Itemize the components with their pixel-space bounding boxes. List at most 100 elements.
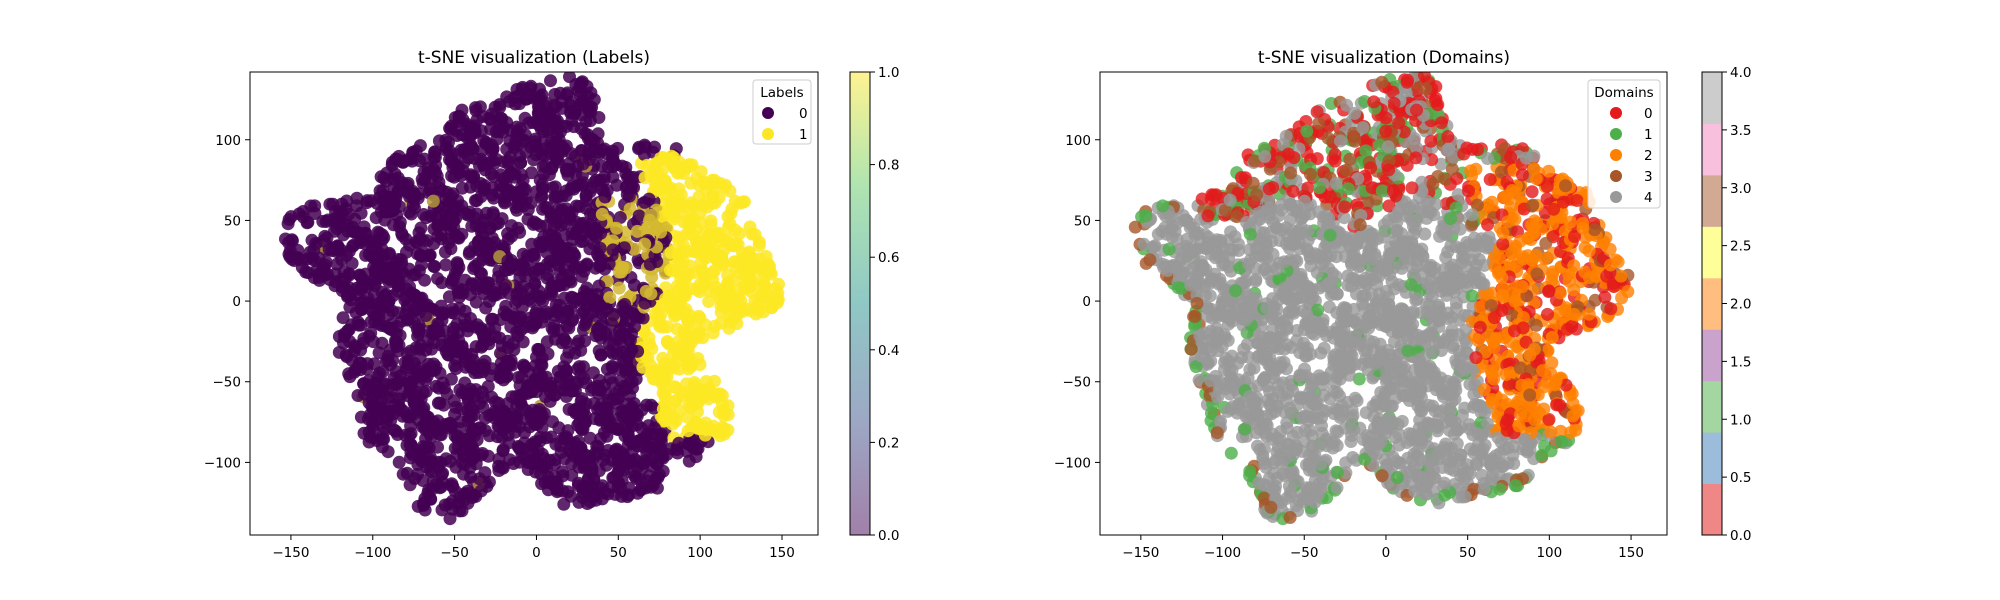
data-point: [690, 171, 704, 185]
data-point: [605, 317, 619, 331]
data-point: [476, 365, 490, 379]
data-point: [640, 428, 654, 442]
data-point: [565, 314, 579, 328]
y-tick-label: 0: [232, 294, 241, 310]
data-point: [638, 171, 652, 185]
data-point: [557, 497, 571, 511]
data-point: [564, 301, 578, 315]
data-point: [661, 205, 675, 219]
data-point: [297, 210, 310, 224]
data-point: [416, 234, 430, 248]
data-point: [1445, 162, 1459, 176]
data-point: [560, 88, 574, 102]
data-point: [626, 307, 640, 321]
data-point: [354, 318, 368, 332]
data-point: [363, 235, 377, 249]
data-point: [616, 326, 630, 340]
data-point: [513, 270, 527, 284]
data-point: [526, 116, 540, 129]
data-point: [330, 257, 344, 271]
data-point: [351, 389, 365, 402]
data-point: [403, 205, 416, 219]
colorbar-frame: [849, 71, 871, 536]
data-point: [570, 199, 583, 213]
data-point: [528, 250, 541, 264]
data-point: [553, 370, 567, 384]
data-point: [422, 483, 436, 497]
data-point: [418, 152, 432, 166]
legend: Labels 0 1: [752, 79, 812, 145]
data-point: [726, 311, 740, 325]
data-point: [720, 232, 734, 246]
data-point: [656, 351, 670, 365]
data-point: [731, 301, 745, 315]
data-point: [353, 268, 366, 282]
data-point: [677, 270, 691, 284]
data-point: [343, 370, 357, 384]
data-point: [447, 170, 461, 184]
data-point: [369, 265, 383, 279]
data-point: [651, 166, 665, 180]
data-point: [603, 371, 617, 385]
data-point: [541, 268, 555, 282]
data-point: [368, 383, 382, 397]
data-point: [541, 347, 555, 361]
data-point: [721, 276, 735, 290]
data-point: [584, 86, 598, 100]
data-point: [672, 182, 686, 196]
data-point: [450, 256, 464, 270]
data-point: [1275, 389, 1289, 402]
data-point: [455, 339, 469, 353]
data-point: [458, 376, 472, 390]
legend-label-1: 1: [799, 127, 808, 143]
data-point: [687, 378, 701, 392]
data-point: [599, 401, 612, 415]
data-point: [616, 300, 630, 314]
data-point: [581, 224, 595, 238]
data-point: [627, 180, 640, 194]
data-point: [446, 494, 459, 508]
data-point: [1392, 427, 1406, 441]
data-point: [476, 338, 490, 352]
data-point: [431, 455, 445, 469]
y-tick-label: −50: [213, 375, 242, 391]
data-point: [1504, 201, 1518, 215]
data-point: [525, 166, 539, 180]
data-point: [555, 119, 569, 133]
labels-chart: t-SNE visualization (Labels) −150 −100 −50…: [204, 48, 900, 561]
data-point: [616, 452, 630, 466]
data-point: [349, 341, 363, 354]
data-point: [706, 266, 720, 280]
data-point: [447, 321, 461, 335]
data-point: [396, 229, 409, 243]
data-point: [570, 376, 584, 390]
data-point: [572, 360, 586, 374]
data-point: [737, 258, 751, 272]
data-point: [412, 318, 426, 332]
data-point: [673, 165, 686, 179]
data-point: [546, 415, 559, 429]
data-point: [595, 492, 609, 506]
data-point: [347, 238, 361, 252]
legend-label-0: 0: [799, 106, 808, 122]
data-point: [513, 122, 527, 136]
data-point: [443, 334, 457, 348]
chart-title: t-SNE visualization (Labels): [418, 48, 650, 68]
data-point: [517, 358, 531, 372]
data-point: [370, 247, 384, 261]
data-point: [553, 298, 567, 312]
data-point: [628, 320, 641, 334]
data-point: [638, 138, 652, 152]
data-point: [555, 189, 569, 203]
data-point: [582, 102, 596, 116]
data-point: [585, 181, 599, 195]
data-point: [428, 260, 442, 273]
data-point: [631, 344, 645, 358]
data-point: [743, 270, 757, 284]
data-point: [606, 234, 620, 248]
data-point: [432, 381, 446, 395]
data-point: [381, 410, 395, 424]
data-point: [1358, 95, 1372, 108]
data-point: [548, 470, 562, 483]
